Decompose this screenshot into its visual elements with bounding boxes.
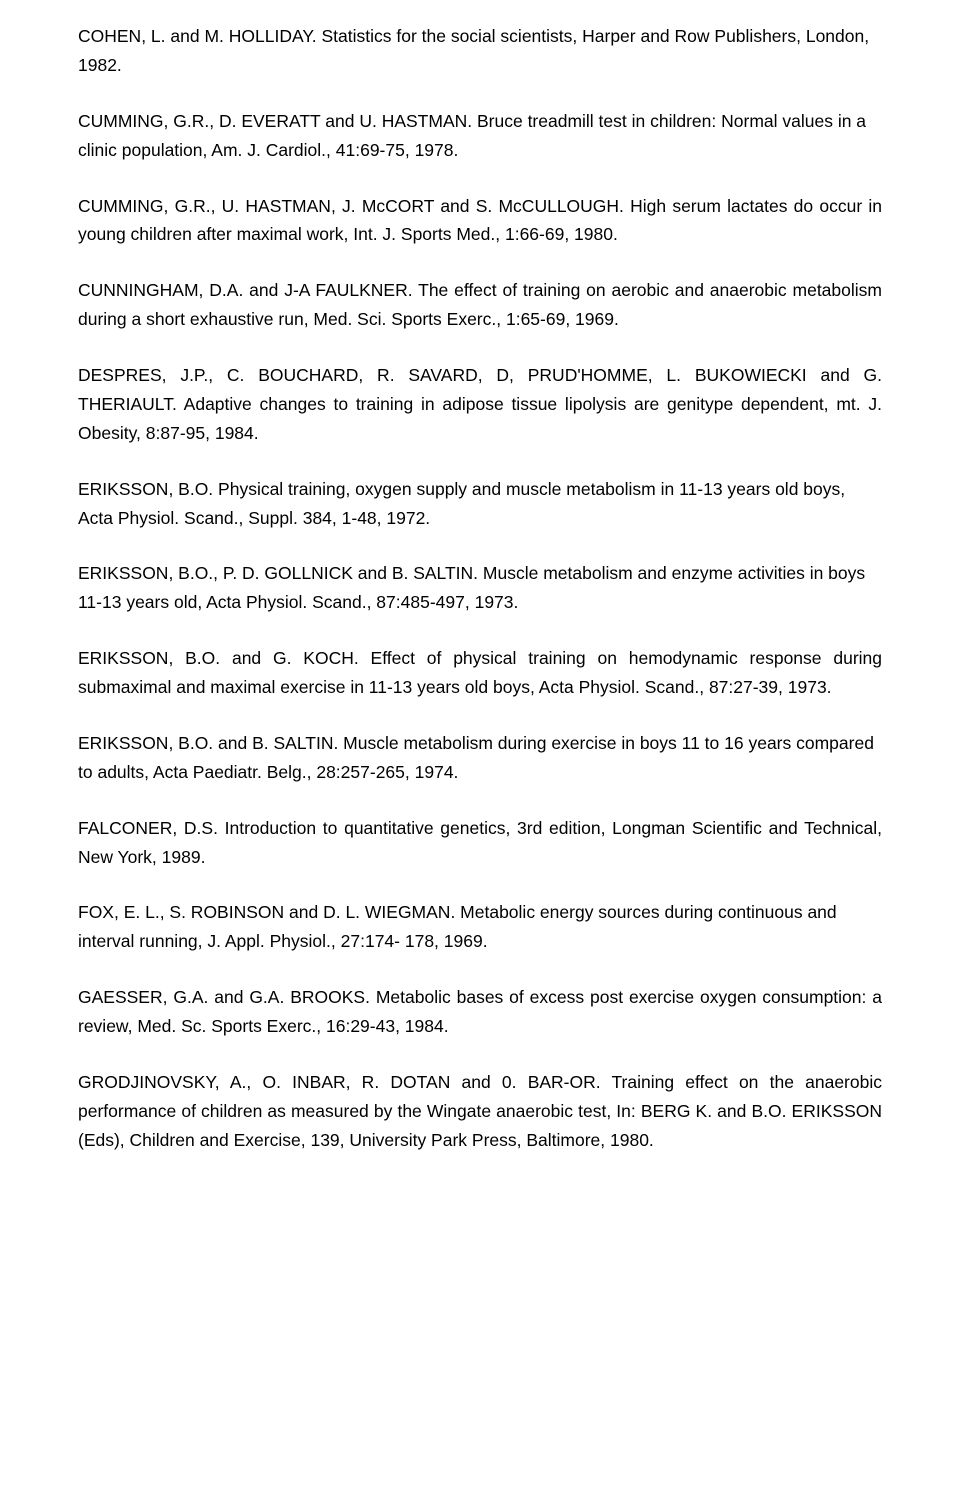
reference-entry: CUMMING, G.R., U. HASTMAN, J. McCORT and… [78,192,882,250]
reference-entry: GAESSER, G.A. and G.A. BROOKS. Metabolic… [78,983,882,1041]
reference-entry: CUNNINGHAM, D.A. and J-A FAULKNER. The e… [78,276,882,334]
reference-entry: GRODJINOVSKY, A., O. INBAR, R. DOTAN and… [78,1068,882,1155]
reference-entry: FALCONER, D.S. Introduction to quantitat… [78,814,882,872]
references-list: COHEN, L. and M. HOLLIDAY. Statistics fo… [78,22,882,1155]
reference-entry: ERIKSSON, B.O. and B. SALTIN. Muscle met… [78,729,882,787]
reference-entry: DESPRES, J.P., C. BOUCHARD, R. SAVARD, D… [78,361,882,448]
reference-entry: ERIKSSON, B.O., P. D. GOLLNICK and B. SA… [78,559,882,617]
reference-entry: CUMMING, G.R., D. EVERATT and U. HASTMAN… [78,107,882,165]
reference-entry: ERIKSSON, B.O. and G. KOCH. Effect of ph… [78,644,882,702]
reference-entry: ERIKSSON, B.O. Physical training, oxygen… [78,475,882,533]
reference-entry: COHEN, L. and M. HOLLIDAY. Statistics fo… [78,22,882,80]
reference-entry: FOX, E. L., S. ROBINSON and D. L. WIEGMA… [78,898,882,956]
